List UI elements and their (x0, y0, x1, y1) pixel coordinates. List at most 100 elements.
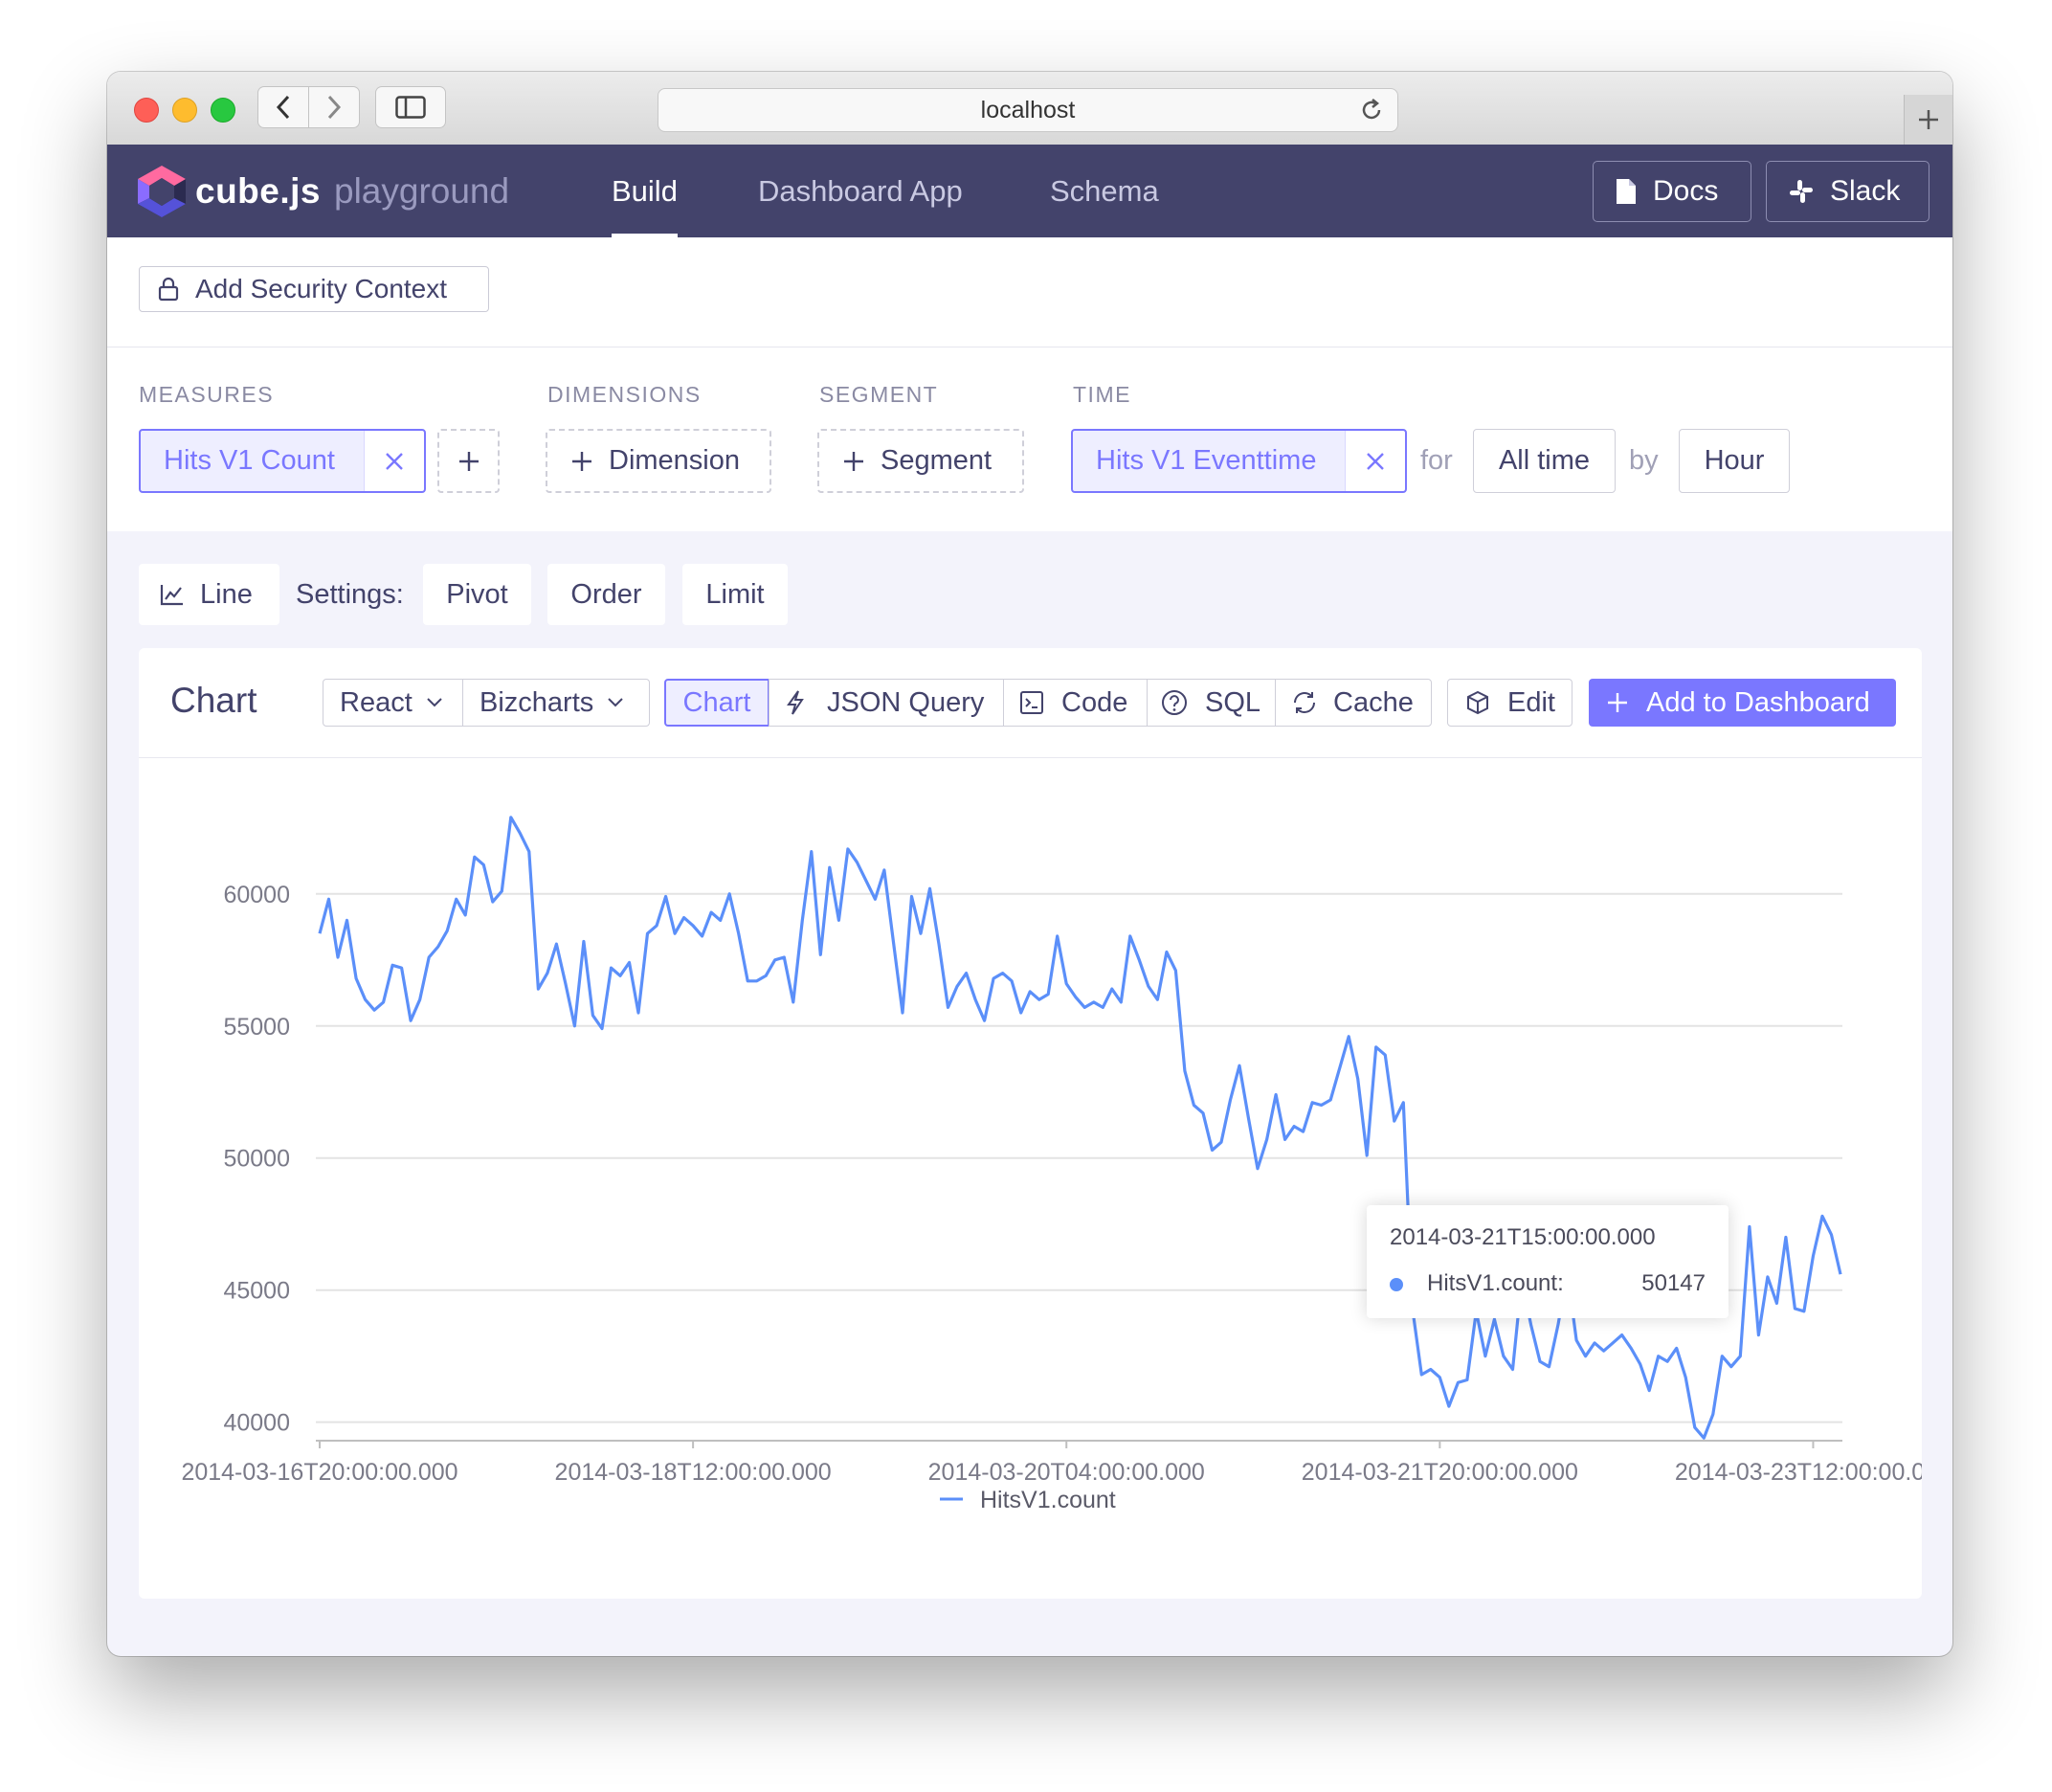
security-context-row: Add Security Context (107, 237, 1952, 347)
tooltip-series-dot (1390, 1278, 1403, 1291)
plus-icon (1919, 110, 1938, 129)
measure-pill[interactable]: Hits V1 Count (139, 429, 426, 493)
chart-card: Chart React Bizcharts Chart JSON Query C… (139, 648, 1952, 1599)
date-range-select[interactable]: All time (1473, 429, 1616, 493)
plus-icon (572, 451, 591, 471)
docs-label: Docs (1653, 175, 1719, 207)
tooltip-series-name: HitsV1.count: (1427, 1270, 1564, 1296)
framework-select[interactable]: React (323, 679, 463, 727)
close-icon (386, 452, 403, 470)
settings-label: Settings: (296, 579, 404, 610)
tab-json-query[interactable]: JSON Query (769, 679, 1004, 727)
chevron-right-icon (327, 95, 342, 120)
time-dimension-label: Hits V1 Eventtime (1096, 445, 1317, 476)
date-range-value: All time (1498, 445, 1591, 476)
time-heading: TIME (1073, 382, 1131, 407)
browser-titlebar: localhost (107, 72, 1952, 146)
measures-heading: MEASURES (139, 382, 275, 407)
chart-type-label: Line (200, 578, 253, 610)
plus-icon (844, 451, 863, 471)
tab-code[interactable]: Code (1003, 679, 1148, 727)
time-dimension-pill[interactable]: Hits V1 Eventtime (1071, 429, 1407, 493)
chevron-down-icon (427, 698, 442, 707)
add-segment-button[interactable]: Segment (817, 429, 1024, 493)
order-button[interactable]: Order (547, 564, 665, 625)
minimize-window-button[interactable] (172, 98, 197, 123)
legend-label: HitsV1.count (980, 1487, 1116, 1513)
y-tick-label: 55000 (223, 1014, 290, 1041)
y-tick-label: 40000 (223, 1410, 290, 1437)
browser-window: localhost cube.js playground Build Dashb… (107, 72, 1952, 1656)
tab-cache[interactable]: Cache (1275, 679, 1432, 727)
slack-label: Slack (1830, 175, 1901, 207)
chart-library-select[interactable]: Bizcharts (462, 679, 650, 727)
line-chart[interactable]: 40000 45000 50000 55000 60000 2014-03-16T20:0… (139, 757, 1952, 1599)
pivot-label: Pivot (446, 578, 508, 610)
tooltip-series-value: 50147 (1641, 1270, 1706, 1296)
by-label: by (1629, 445, 1659, 476)
line-chart-svg: 40000 45000 50000 55000 60000 2014-03-16T20:0… (181, 816, 1952, 1513)
close-window-button[interactable] (134, 98, 159, 123)
tab-sql-label: SQL (1205, 686, 1261, 718)
series-line-hitsv1-count (318, 816, 1842, 1440)
remove-measure-button[interactable] (364, 431, 424, 491)
edit-label: Edit (1507, 686, 1555, 718)
app-header: cube.js playground Build Dashboard App S… (107, 145, 1952, 237)
sidebar-icon (395, 96, 426, 119)
tab-chart[interactable]: Chart (664, 679, 770, 727)
granularity-value: Hour (1704, 445, 1765, 476)
x-tick-label: 2014-03-21T20:00:00.000 (1302, 1459, 1578, 1486)
add-segment-label: Segment (881, 445, 993, 476)
framework-value: React (340, 686, 413, 718)
remove-time-dimension-button[interactable] (1345, 431, 1405, 491)
segment-heading: SEGMENT (819, 382, 939, 407)
add-security-context-button[interactable]: Add Security Context (139, 266, 489, 312)
chart-card-header: Chart React Bizcharts Chart JSON Query C… (139, 648, 1922, 758)
measure-pill-label: Hits V1 Count (164, 445, 335, 476)
pivot-button[interactable]: Pivot (423, 564, 531, 625)
question-icon (1162, 690, 1187, 715)
x-tick-label: 2014-03-23T12:00:00.000 (1675, 1459, 1922, 1486)
y-tick-label: 50000 (223, 1146, 290, 1173)
chart-card-title: Chart (170, 681, 257, 720)
reload-icon[interactable] (1359, 98, 1384, 123)
close-icon (1367, 452, 1384, 470)
x-tick-label: 2014-03-16T20:00:00.000 (181, 1459, 457, 1486)
chart-library-value: Bizcharts (480, 686, 594, 718)
y-tick-label: 45000 (223, 1278, 290, 1305)
tab-code-label: Code (1061, 686, 1128, 718)
tab-cache-label: Cache (1333, 686, 1414, 718)
docs-button[interactable]: Docs (1593, 161, 1751, 222)
line-chart-icon (160, 585, 183, 606)
tab-chart-label: Chart (682, 686, 751, 718)
add-to-dashboard-button[interactable]: Add to Dashboard (1589, 679, 1896, 727)
add-dimension-button[interactable]: Dimension (546, 429, 771, 493)
lightning-icon (787, 690, 804, 715)
add-measure-button[interactable] (437, 429, 500, 493)
tab-sql[interactable]: SQL (1147, 679, 1276, 727)
logo[interactable]: cube.js playground (136, 164, 509, 219)
x-tick-label: 2014-03-18T12:00:00.000 (555, 1459, 832, 1486)
x-tick-label: 2014-03-20T04:00:00.000 (928, 1459, 1205, 1486)
lock-icon (158, 277, 179, 302)
edit-button[interactable]: Edit (1447, 679, 1572, 727)
nav-schema[interactable]: Schema (1050, 174, 1159, 208)
document-icon (1617, 179, 1636, 204)
sidebar-toggle-button[interactable] (375, 86, 446, 128)
nav-build[interactable]: Build (612, 145, 678, 237)
address-bar[interactable]: localhost (658, 88, 1398, 132)
granularity-select[interactable]: Hour (1679, 429, 1790, 493)
new-tab-button[interactable] (1904, 95, 1952, 145)
limit-button[interactable]: Limit (682, 564, 788, 625)
zoom-window-button[interactable] (211, 98, 235, 123)
forward-button[interactable] (308, 86, 360, 128)
nav-dashboard-app[interactable]: Dashboard App (758, 174, 963, 208)
address-text: localhost (980, 96, 1076, 123)
slack-button[interactable]: Slack (1766, 161, 1929, 222)
refresh-icon (1294, 692, 1315, 713)
back-button[interactable] (257, 86, 309, 128)
code-icon (1020, 691, 1043, 714)
chevron-down-icon (608, 698, 623, 707)
chart-type-button[interactable]: Line (139, 564, 279, 625)
codesandbox-icon (1467, 690, 1488, 715)
